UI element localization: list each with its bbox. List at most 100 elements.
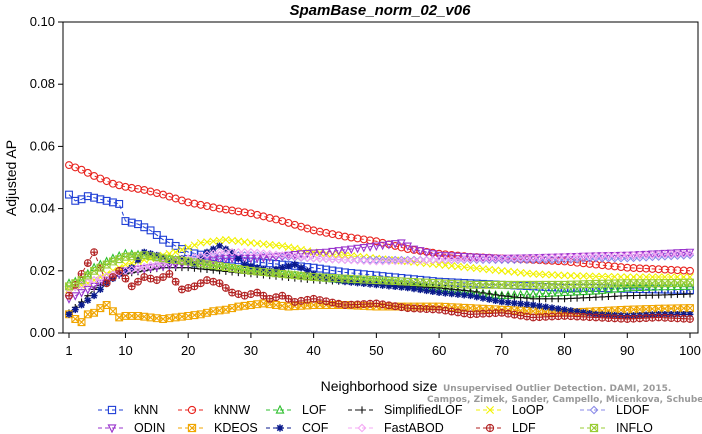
data-point	[284, 294, 293, 303]
data-point	[466, 254, 475, 264]
data-point	[648, 250, 657, 259]
data-point	[422, 248, 431, 258]
data-point	[492, 297, 499, 305]
data-point	[221, 305, 230, 314]
data-point	[542, 295, 550, 303]
data-point	[479, 294, 487, 302]
data-point	[165, 314, 174, 323]
legend-item-odin: ODIN	[98, 421, 165, 434]
data-point	[397, 256, 406, 266]
data-point	[510, 299, 518, 307]
data-point	[441, 252, 450, 261]
data-point	[579, 294, 587, 302]
data-point	[504, 299, 512, 306]
data-point	[479, 265, 487, 273]
data-point	[636, 273, 644, 281]
data-point	[579, 252, 588, 261]
data-point	[70, 292, 80, 301]
data-point	[403, 255, 412, 265]
data-point	[296, 252, 306, 262]
data-point	[359, 256, 368, 266]
data-point	[315, 249, 325, 258]
data-point	[108, 179, 117, 188]
data-point	[686, 315, 694, 323]
data-point	[291, 261, 299, 268]
plot-frame	[62, 21, 699, 334]
data-point	[322, 297, 331, 306]
data-point	[65, 190, 73, 199]
data-point	[441, 261, 450, 269]
data-point	[560, 271, 569, 280]
data-point	[667, 250, 676, 259]
legend-item-knn: kNN	[98, 403, 158, 417]
data-point	[635, 250, 644, 260]
data-point	[241, 261, 249, 268]
data-point	[598, 293, 606, 301]
legend-label: SimplifiedLOF	[384, 403, 463, 417]
data-point	[547, 253, 557, 262]
data-point	[215, 251, 224, 260]
data-point	[378, 241, 387, 251]
legend-item-cof: COF	[266, 421, 329, 434]
data-point	[240, 301, 249, 310]
data-point	[498, 292, 506, 300]
data-point	[448, 290, 456, 298]
data-point	[617, 292, 625, 300]
legend-label: LDOF	[616, 403, 650, 417]
data-point	[585, 251, 594, 261]
data-point	[536, 295, 543, 303]
data-point	[215, 279, 224, 288]
legend-item-inflo: INFLO	[580, 421, 653, 434]
data-point	[228, 248, 236, 256]
data-point	[560, 252, 569, 261]
data-point	[548, 271, 556, 279]
data-point	[623, 273, 632, 281]
data-point	[357, 423, 367, 433]
data-point	[83, 271, 92, 280]
x-tick-label: 20	[181, 343, 195, 358]
data-point	[554, 305, 562, 313]
series-ldf	[65, 248, 694, 323]
data-point	[572, 252, 582, 261]
data-point	[447, 262, 456, 270]
data-point	[347, 256, 356, 265]
axes: 0.00 0.02 0.04 0.06 0.08 0.10 1 10 20 30 40 50 60 70 8…	[30, 14, 701, 358]
legend-label: ODIN	[134, 421, 165, 434]
data-point	[605, 293, 612, 301]
data-point	[196, 310, 205, 319]
data-point	[359, 244, 369, 253]
data-point	[523, 294, 531, 302]
data-point	[190, 311, 199, 320]
data-point	[529, 295, 537, 303]
data-point	[127, 282, 136, 291]
data-point	[378, 257, 387, 266]
data-point	[529, 270, 537, 278]
data-point	[566, 252, 575, 261]
data-point	[165, 270, 174, 278]
data-point	[334, 299, 343, 308]
data-point	[485, 296, 493, 303]
data-point	[253, 239, 261, 248]
data-point	[134, 277, 142, 286]
data-point	[428, 250, 438, 259]
data-point	[554, 295, 562, 303]
data-point	[303, 295, 312, 304]
data-point	[89, 275, 99, 285]
data-point	[591, 251, 601, 261]
data-point	[234, 247, 243, 257]
data-point	[589, 405, 599, 415]
data-point	[416, 286, 424, 294]
data-point	[623, 251, 632, 260]
data-point	[686, 266, 694, 275]
data-point	[240, 247, 249, 257]
data-point	[84, 296, 92, 304]
x-axis-title: Neighborhood size	[321, 378, 438, 394]
data-point	[486, 406, 494, 414]
data-point	[134, 256, 142, 264]
data-point	[573, 272, 581, 280]
data-point	[90, 266, 99, 275]
data-point	[259, 240, 268, 248]
data-point	[121, 274, 130, 283]
plot-area	[64, 161, 695, 327]
data-point	[158, 262, 168, 272]
